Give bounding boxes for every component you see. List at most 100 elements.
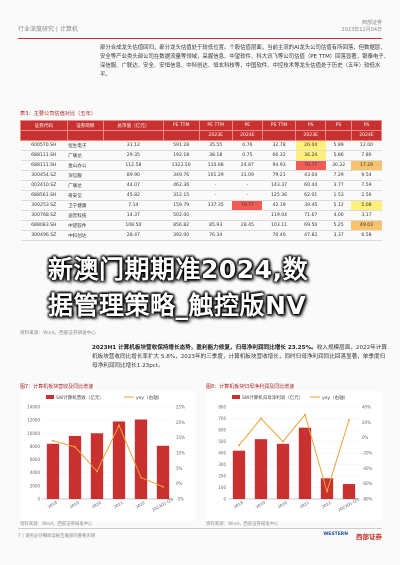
y2-tick-label: 25% xyxy=(176,405,185,410)
fig2-source: 资料来源：Wind，西部证券研发中心 xyxy=(206,522,279,527)
legend-line-label: yoy（右轴） xyxy=(322,394,348,401)
table-cell: 卫宁健康 xyxy=(67,200,104,211)
table-cell: 688083.SH xyxy=(20,220,68,231)
table-cell: 688111.SH xyxy=(20,150,68,161)
table-cell: 金山办公 xyxy=(67,160,104,171)
table-cell: 5.25 xyxy=(325,220,352,231)
header-meta: 西部证券 2023年11月04日 xyxy=(342,20,382,34)
yoy-point xyxy=(96,470,98,473)
footer-text: 7 | 请务必仔细阅读报告尾部的重要声明 xyxy=(18,534,96,539)
bar xyxy=(112,421,126,499)
table-subheader-cell xyxy=(66,130,104,141)
table-cell: 29.35 xyxy=(103,150,164,161)
table-header-cell: 证券代码 xyxy=(20,120,68,131)
table-header-cell: 总市值（亿元） xyxy=(102,120,164,131)
table-cell: 5.86 xyxy=(325,150,352,161)
fig1-source: 资料来源：Wind，西部证券研发中心 xyxy=(20,522,93,527)
x-tick-label: 2018 xyxy=(47,500,59,510)
y-tick-label: 500 xyxy=(218,439,226,444)
bar xyxy=(46,443,60,499)
y-tick-label: 600 xyxy=(218,428,226,433)
table-cell: 43.04 xyxy=(295,170,326,181)
y-tick-label: 0 xyxy=(223,497,226,502)
y2-tick-label: 10% xyxy=(176,451,185,456)
table-cell: 5.08 xyxy=(351,200,382,211)
y-tick-label: 400 xyxy=(218,451,226,456)
table-cell: 79.77 xyxy=(232,200,263,211)
table-cell: 300496.SZ xyxy=(20,230,68,241)
bar xyxy=(134,419,148,499)
table-row: 002410.SZ 广联达 44.07 462.36- -143.37 60.44 3.77… xyxy=(20,180,382,191)
x-tick-label: 2018 xyxy=(233,500,245,510)
table-cell: 137.35 xyxy=(199,200,233,211)
header-brand: 西部证券 xyxy=(361,20,382,26)
table-cell: 30.32 xyxy=(325,160,352,171)
overlay-banner: 新澳门期期准2024,数 据管理策略_触控版NV xyxy=(0,238,400,328)
yoy-line xyxy=(52,424,164,488)
table-row: 600570.SH 恒生电子 31.12 591.28 35.55 0.76 32.78 26… xyxy=(20,140,382,151)
table-cell xyxy=(232,210,263,221)
y-tick-label: 6000 xyxy=(30,457,41,462)
yoy-point xyxy=(118,424,120,427)
y-tick-label: 4000 xyxy=(30,470,41,475)
table-cell: 7.14 xyxy=(103,200,164,211)
bar xyxy=(298,427,312,499)
table-subheader-cell xyxy=(325,130,352,141)
y2-tick-label: -5% xyxy=(176,497,184,502)
y-tick-label: 8000 xyxy=(30,444,41,449)
table-row: 300454.SZ 深信服 89.90 349.76 101.29 31.09 79.21 4… xyxy=(20,170,382,181)
y2-tick-label: -60% xyxy=(362,481,373,486)
yoy-point xyxy=(140,476,142,479)
table-cell: 45.82 xyxy=(103,190,164,201)
table-cell: 688111.SH xyxy=(20,160,68,171)
table-subheader-cell xyxy=(261,130,297,141)
bar xyxy=(156,445,170,499)
table-cell: 502.00 xyxy=(163,210,199,221)
table-subheader-cell: 2024E xyxy=(231,130,263,141)
table-cell: 462.36 xyxy=(163,180,199,191)
table-cell: 6.58 xyxy=(351,230,382,241)
table-cell: 856.82 xyxy=(163,220,199,231)
table-cell: 7.59 xyxy=(351,180,382,191)
table-subheader-cell xyxy=(162,130,200,141)
table-cell: 101.29 xyxy=(199,170,233,181)
yoy-line xyxy=(238,413,350,494)
x-tick-label: 2019 xyxy=(69,500,81,510)
table-cell: 349.76 xyxy=(163,170,199,181)
table-cell xyxy=(199,210,233,221)
table-cell: 32.78 xyxy=(262,140,296,151)
table-cell: 70.40 xyxy=(262,230,296,241)
table-cell: 0.75 xyxy=(232,150,263,161)
table-cell: 12.00 xyxy=(351,140,382,151)
table-cell: 7.80 xyxy=(351,150,382,161)
bar xyxy=(320,478,334,499)
header-date: 2023年11月04日 xyxy=(341,27,382,33)
table-cell: 49.03 xyxy=(351,220,382,231)
table-cell: 5.12 xyxy=(325,200,352,211)
table-subheader-row: 2023E 2024E 2023E 2024E xyxy=(20,130,383,141)
x-tick-label: 2020 xyxy=(277,500,289,510)
bar xyxy=(342,484,356,499)
table-cell: 159.79 xyxy=(163,200,199,211)
legend-bar-swatch xyxy=(46,395,54,399)
table-cell: 31.09 xyxy=(232,170,263,181)
table-cell: 70.77 xyxy=(295,160,326,171)
table-cell: 66.32 xyxy=(262,150,296,161)
x-tick-label: 2021 xyxy=(113,500,125,510)
intro-paragraph: 部分合成龙头估值回归，部分龙头估值处于较低位置。个股估值层面，当前主流的AI龙头… xyxy=(100,45,390,78)
x-tick-label: 2022 xyxy=(135,500,147,510)
bar xyxy=(90,433,104,499)
table-header-cell: PE TTM xyxy=(162,120,200,131)
table-row: 688111.SH 金山办公 112.58 1323.50 110.68 24.87 94.… xyxy=(20,160,382,171)
fig2-title: 图8：计算机板块归母净利润及同比增速 xyxy=(206,384,295,390)
table-cell: 广联达 xyxy=(67,150,104,161)
table-subheader-cell xyxy=(102,130,164,141)
table-cell: 35.55 xyxy=(199,140,233,151)
table-cell: 39.45 xyxy=(295,200,326,211)
yoy-point xyxy=(282,440,284,443)
x-tick-label: 2020 xyxy=(91,500,103,510)
table-cell: 恒生电子 xyxy=(67,140,104,151)
table-cell: 110.68 xyxy=(199,160,233,171)
table-subheader-cell: 2024E xyxy=(350,130,383,141)
table-subheader-cell xyxy=(20,130,68,141)
